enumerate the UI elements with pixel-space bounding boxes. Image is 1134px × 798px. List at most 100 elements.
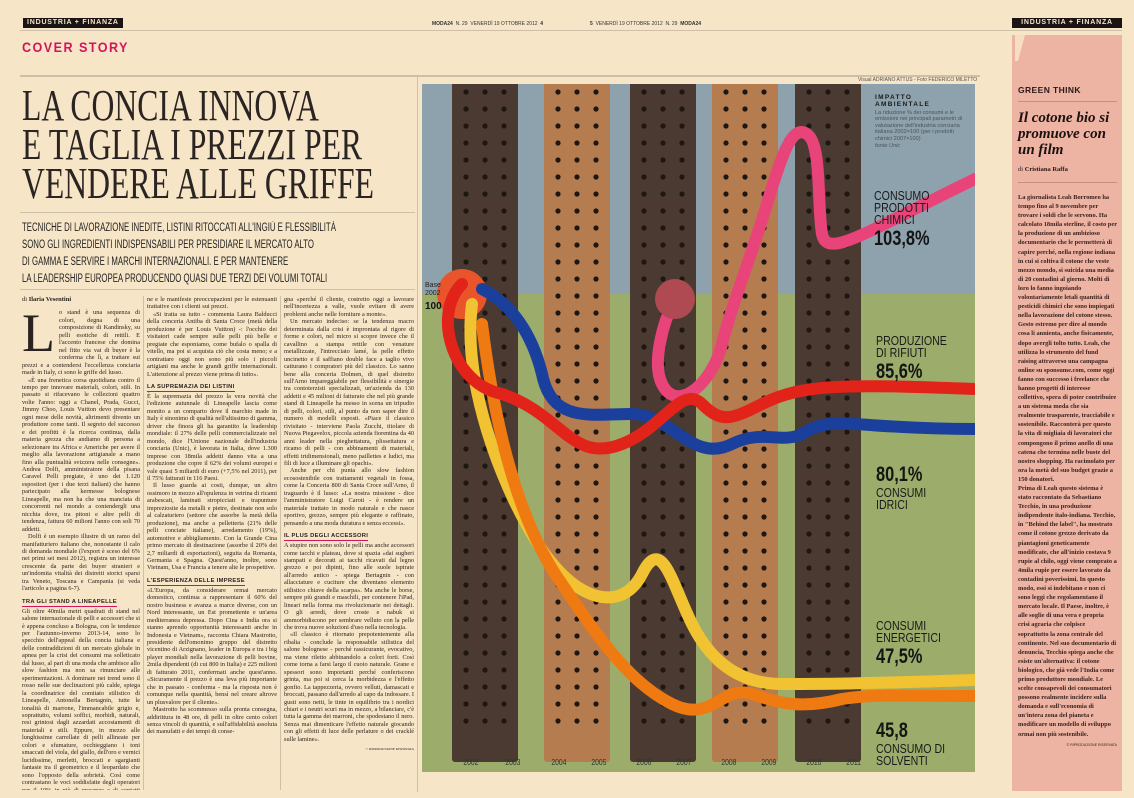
- sidebar-title: Il cotone bio si promuove con un film: [1018, 110, 1110, 158]
- strap-hole: [679, 565, 685, 571]
- strap-hole: [825, 208, 831, 214]
- strap-hole: [806, 123, 812, 129]
- strap-hole: [825, 361, 831, 367]
- strap-hole: [574, 718, 580, 724]
- strap-hole: [723, 514, 729, 520]
- strap-hole: [723, 123, 729, 129]
- strap-hole: [555, 140, 561, 146]
- subtitle-line: DI GAMMA E SERVIRE I MARCHI INTERNAZIONA…: [22, 256, 289, 268]
- strap-hole: [463, 106, 469, 112]
- strap-hole: [679, 344, 685, 350]
- strap-hole: [574, 327, 580, 333]
- strap-hole: [593, 174, 599, 180]
- strap-hole: [660, 140, 666, 146]
- strap-hole: [641, 361, 647, 367]
- strap-hole: [660, 89, 666, 95]
- strap-hole: [463, 565, 469, 571]
- strap-hole: [660, 276, 666, 282]
- strap-hole: [501, 582, 507, 588]
- strap-hole: [742, 361, 748, 367]
- strap-hole: [641, 378, 647, 384]
- strap-hole: [574, 531, 580, 537]
- paragraph: «L'Europa, da considerare ormai mercato …: [147, 586, 277, 706]
- strap-hole: [679, 378, 685, 384]
- strap-hole: [679, 650, 685, 656]
- strap-hole: [825, 293, 831, 299]
- strap-hole: [723, 157, 729, 163]
- strap-hole: [555, 259, 561, 265]
- strap-hole: [723, 276, 729, 282]
- strap-hole: [844, 429, 850, 435]
- strap-hole: [574, 208, 580, 214]
- x-axis-tick-label: 2010: [806, 758, 822, 767]
- strap-hole: [844, 548, 850, 554]
- strap-hole: [844, 463, 850, 469]
- bookmark-flag-icon: [1015, 35, 1025, 61]
- strap-hole: [761, 293, 767, 299]
- strap-hole: [574, 106, 580, 112]
- strap-hole: [723, 650, 729, 656]
- strap-hole: [482, 174, 488, 180]
- strap-hole: [660, 616, 666, 622]
- strap-hole: [806, 412, 812, 418]
- paragraph: «Il classico è ritornato prepotentemente…: [284, 631, 414, 743]
- strap-hole: [555, 667, 561, 673]
- strap-hole: [641, 310, 647, 316]
- strap-hole: [660, 174, 666, 180]
- strap-hole: [501, 667, 507, 673]
- strap-hole: [806, 548, 812, 554]
- strap-hole: [825, 514, 831, 520]
- sidebar-kicker: GREEN THINK: [1018, 85, 1081, 95]
- strap-hole: [679, 463, 685, 469]
- strap-hole: [463, 191, 469, 197]
- paragraph: ne e le manifeste preoccupazioni per le …: [147, 296, 277, 311]
- x-axis-tick-label: 2004: [551, 758, 567, 767]
- strap-hole: [593, 242, 599, 248]
- strap-hole: [593, 89, 599, 95]
- strap-hole: [723, 582, 729, 588]
- strap-hole: [844, 412, 850, 418]
- strap-hole: [463, 633, 469, 639]
- folio-brand: MODA24: [680, 21, 702, 27]
- strap-hole: [641, 480, 647, 486]
- strap-hole: [742, 242, 748, 248]
- column-divider: [143, 296, 144, 790]
- infographic-legend-box: IMPATTO AMBIENTALE La riduzione % dei co…: [875, 94, 971, 149]
- strap-hole: [574, 276, 580, 282]
- subtitle-line: LA LEADERSHIP EUROPEA PRODUCENDO QUASI D…: [22, 273, 328, 285]
- strap-hole: [825, 446, 831, 452]
- strap-hole: [463, 395, 469, 401]
- strap-hole: [593, 344, 599, 350]
- strap-hole: [555, 718, 561, 724]
- strap-hole: [742, 548, 748, 554]
- strap-hole: [844, 650, 850, 656]
- strap-hole: [555, 531, 561, 537]
- strap-hole: [501, 208, 507, 214]
- strap-hole: [742, 633, 748, 639]
- strap-hole: [463, 684, 469, 690]
- strap-hole: [641, 718, 647, 724]
- strap-hole: [679, 191, 685, 197]
- strap-hole: [806, 633, 812, 639]
- paragraph: «È una frenetica corsa quotidiana contro…: [22, 376, 140, 533]
- subhead: L'ESPERIENZA DELLE IMPRESE: [147, 577, 245, 586]
- strap-hole: [679, 480, 685, 486]
- strap-hole: [641, 225, 647, 231]
- strap-hole: [806, 225, 812, 231]
- strap-hole: [723, 463, 729, 469]
- strap-hole: [555, 446, 561, 452]
- strap-hole: [593, 616, 599, 622]
- strap-hole: [844, 514, 850, 520]
- strap-hole: [723, 395, 729, 401]
- x-axis-tick-label: 2007: [676, 758, 692, 767]
- strap-hole: [574, 225, 580, 231]
- infographic-title: IMPATTO AMBIENTALE: [875, 94, 971, 108]
- strap-hole: [482, 106, 488, 112]
- strap-hole: [482, 276, 488, 282]
- strap-hole: [463, 446, 469, 452]
- strap-hole: [761, 599, 767, 605]
- strap-hole: [574, 310, 580, 316]
- strap-hole: [463, 174, 469, 180]
- strap-hole: [574, 174, 580, 180]
- series-value-water: 80,1%: [876, 463, 923, 486]
